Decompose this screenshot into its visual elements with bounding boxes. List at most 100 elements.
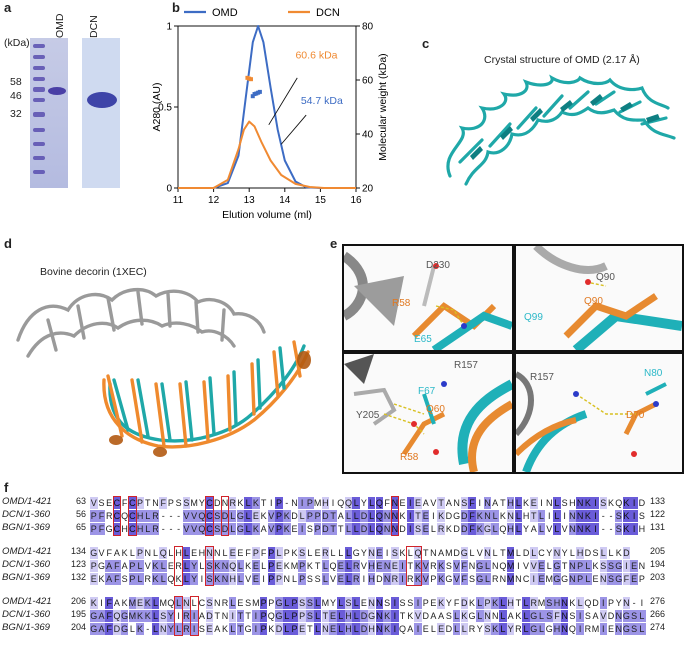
gel-marker-32: 32 [10,108,22,120]
alignment-highlight-box [112,496,122,536]
panel-label-d: d [4,236,12,251]
closeup-3-label-5: R58 [400,452,419,463]
alignment-row: BGN/1-369 204 G A F D G L K - L N Y L R I S E A K L T G I P K D L P E… [2,622,666,635]
seq-end: 276 [650,596,666,606]
closeup-4: R157 N80 D70 [514,352,684,474]
closeup-4-label-1: R157 [530,372,554,383]
seq-name: DCN/1-360 [2,509,50,520]
alignment-row: DCN/1-360 123 P G A F A P L V K L E R L Y L S K N Q L K E L P E K M P… [2,559,666,572]
alignment-row: OMD/1-421 206 K I F A K M E K L M Q L N L C S N R L E S M P P G L P S… [2,596,666,609]
omd-crystal-structure [446,74,676,186]
closeup-4-render [516,371,667,472]
annotation-leader-omd [280,114,307,145]
gel-marker-46: 46 [10,90,22,102]
panel-label-b: b [172,0,180,15]
closeup-3-label-1: R157 [454,360,478,371]
alignment-row: OMD/1-421 134 G V F A K L P N L Q L H L E H N N L E E F P F P L P K S… [2,546,666,559]
alignment-row: DCN/1-360 195 G A F Q G M K K L S Y I R I A D T N I T T I P Q G L P P… [2,609,666,622]
panel-label-f: f [4,480,9,495]
gel-kda-label: (kDa) [4,37,30,49]
closeup-3-label-4: Q60 [426,404,445,415]
closeup-2: Q90 Q90 Q99 [514,244,684,352]
seq-name: BGN/1-369 [2,572,50,583]
alignment-highlight-box [406,546,423,586]
alignment-highlight-box [189,596,199,636]
x-tick-label: 13 [244,195,256,206]
alignment-highlight-box [205,546,215,586]
annotation-leader-dcn [268,77,298,126]
closeup-1-label-2: R58 [392,298,411,309]
mw-point-dcn [248,77,253,82]
legend-label-omd: OMD [212,7,238,19]
seq-end: 274 [650,622,666,632]
x-tick-label: 16 [350,195,362,206]
closeup-3-label-3: Y205 [356,410,380,421]
seq-end: 205 [650,546,666,556]
closeup-1-label-3: E65 [414,334,432,345]
closeup-1-label-1: D230 [426,260,450,271]
y-tick-label: 0.5 [158,103,172,114]
seq-name: OMD/1-421 [2,496,52,507]
seq-start: 56 [75,509,86,519]
seq-name: BGN/1-369 [2,522,50,533]
annotation-omd-mw: 54.7 kDa [301,95,343,107]
closeup-2-label-2: Q90 [584,296,603,307]
seq-end: 131 [650,522,666,532]
seq-start: 134 [70,546,86,556]
x-tick-label: 15 [315,195,327,206]
seq-name: DCN/1-360 [2,559,50,570]
decorin-overlay-structure [16,288,311,457]
seq-name: OMD/1-421 [2,596,52,607]
seq-name: DCN/1-360 [2,609,50,620]
structure-d-title: Bovine decorin (1XEC) [40,266,147,278]
gel-band-omd [48,87,66,95]
alignment-highlight-box [128,496,137,536]
x-tick-label: 14 [279,195,291,206]
y-right-tick-label: 40 [362,130,374,141]
gel-lane-label-omd: OMD [54,13,66,39]
seq-end: 203 [650,572,666,582]
annotation-dcn-mw: 60.6 kDa [295,49,337,61]
x-axis-label: Elution volume (ml) [222,209,312,221]
panel-label-e: e [330,236,338,251]
seq-end: 194 [650,559,666,569]
gel-band-dcn [87,92,117,108]
seq-start: 204 [70,622,86,632]
seq-start: 195 [70,609,86,619]
seq-end: 266 [650,609,666,619]
panel-label-a: a [4,0,12,15]
alignment-row: BGN/1-369 132 E K A F S P L R K L Q K L Y I S K N H L V E I P P N L P… [2,572,666,585]
gel-image [30,38,120,188]
sec-chart: 11 12 13 14 15 16 0 0.5 1 20 40 60 80 Elution volume … [151,7,389,221]
seq-start: 206 [70,596,86,606]
legend-label-dcn: DCN [316,7,340,19]
gel-lane-label-dcn: DCN [88,15,100,38]
closeup-2-render [533,246,682,350]
seq-end: 122 [650,509,666,519]
alignment-row: DCN/1-360 56 P F R C Q C H L R - - - V V Q C S D L G L E K V P K D L P… [2,509,666,522]
alignment-highlight-box [220,496,230,536]
closeup-4-label-3: D70 [626,410,645,421]
closeup-1: D230 R58 E65 [342,244,514,352]
seq-start: 65 [75,522,86,532]
alignment-highlight-box [205,496,215,536]
seq-end: 133 [650,496,666,506]
seq-name: BGN/1-369 [2,622,50,633]
mw-point-omd [257,89,262,94]
seq-start: 123 [70,559,86,569]
closeup-3-render [344,354,512,472]
alignment-highlight-box [174,596,184,636]
panel-label-c: c [422,36,430,51]
seq-name: OMD/1-421 [2,546,52,557]
x-tick-label: 12 [208,195,220,206]
y-axis-label: A280 (AU) [151,82,163,131]
structure-c-title: Crystal structure of OMD (2.17 Å) [484,54,640,66]
closeup-1-render [344,251,512,350]
y-right-tick-label: 60 [362,76,374,87]
closeup-2-label-1: Q90 [596,272,615,283]
y-right-tick-label: 80 [362,22,374,33]
alignment-row: OMD/1-421 63 V S E C F C P T N F P S S M Y C D N R K L K T I P - N I P… [2,496,666,509]
closeup-4-label-2: N80 [644,368,663,379]
x-tick-label: 11 [173,195,184,206]
gel-marker-58: 58 [10,76,22,88]
